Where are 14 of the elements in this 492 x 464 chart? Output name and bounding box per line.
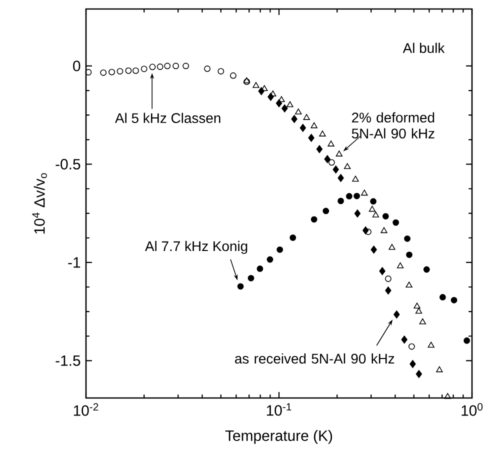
y-tick-label: 0 (73, 60, 80, 72)
annotation: Al 5 kHz Classen (115, 112, 220, 124)
annotation: 2% deformed 5N-Al 90 kHz (352, 112, 434, 138)
x-tick-label: 10$^{-2}$ (74, 403, 98, 416)
annotation: as received 5N-Al 90 kHz (235, 353, 394, 364)
x-axis-title: Temperature (K) (225, 430, 332, 444)
annotation: Al bulk (402, 42, 445, 54)
x-tick-label: 10$^{-1}$ (266, 403, 292, 416)
x-tick-label: 10$^{0}$ (462, 403, 483, 416)
y-tick-label: -0.5 (56, 158, 80, 170)
annotation: Al 7.7 kHz Konig (145, 240, 248, 254)
y-axis-title: 10$^{4}$ Δv/v$_{o}$ (32, 173, 47, 234)
y-tick-label: -1.5 (56, 355, 80, 366)
y-tick-label: -1 (68, 257, 80, 268)
